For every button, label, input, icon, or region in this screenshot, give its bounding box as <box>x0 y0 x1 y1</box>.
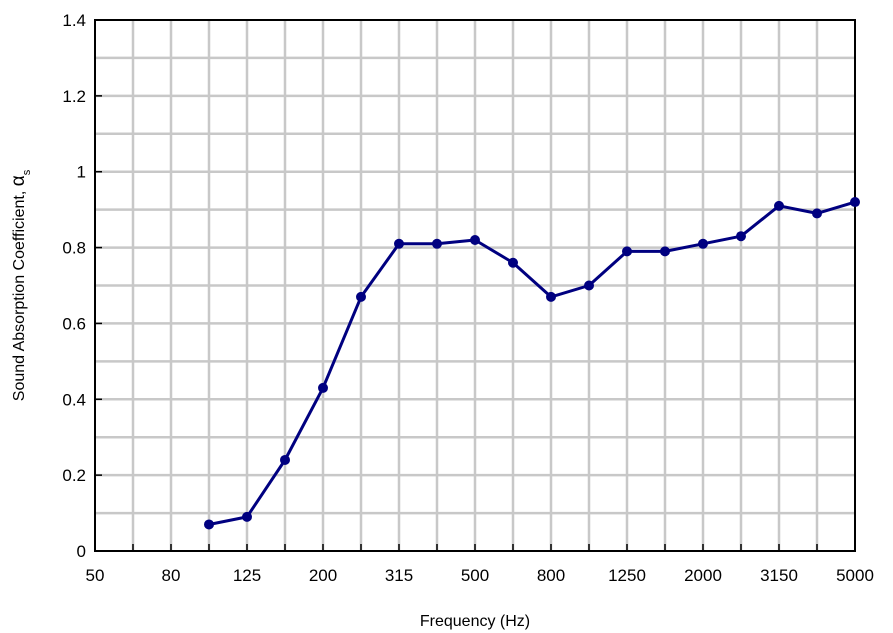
grid <box>95 20 855 551</box>
y-tick-label: 0.2 <box>62 466 86 485</box>
data-point <box>660 246 670 257</box>
data-point <box>850 197 860 208</box>
data-point <box>356 291 366 302</box>
axis-ticks <box>94 19 856 552</box>
data-point <box>546 291 556 302</box>
x-tick-label: 1250 <box>608 566 646 585</box>
y-axis-title-symbol: α <box>8 175 29 186</box>
x-tick-label: 3150 <box>760 566 798 585</box>
y-tick-label: 0.6 <box>62 314 86 333</box>
data-point <box>432 238 442 249</box>
data-point <box>698 238 708 249</box>
data-point <box>774 200 784 211</box>
x-tick-label: 500 <box>461 566 489 585</box>
series-layer <box>204 197 860 530</box>
x-tick-label: 125 <box>233 566 261 585</box>
x-tick-labels: 50 80 125 200 315 500 800 1250 2000 3150 5000 <box>86 566 874 585</box>
data-point <box>736 231 746 242</box>
data-point <box>204 519 214 530</box>
y-tick-label: 0 <box>77 542 86 561</box>
y-tick-label: 1.2 <box>62 87 86 106</box>
y-tick-label: 0.8 <box>62 239 86 258</box>
data-point <box>812 208 822 219</box>
data-point <box>280 454 290 465</box>
x-tick-label: 50 <box>86 566 105 585</box>
y-tick-label: 1 <box>77 163 86 182</box>
x-tick-label: 800 <box>537 566 565 585</box>
x-tick-label: 80 <box>162 566 181 585</box>
y-tick-label: 0.4 <box>62 390 86 409</box>
data-point <box>622 246 632 257</box>
x-tick-label: 5000 <box>836 566 874 585</box>
data-point <box>470 234 480 245</box>
x-tick-label: 200 <box>309 566 337 585</box>
y-axis-title: Sound Absorption Coefficient, αs <box>8 169 33 401</box>
y-axis-title-text: Sound Absorption Coefficient, <box>11 186 28 401</box>
data-point <box>318 382 328 393</box>
data-point <box>508 257 518 268</box>
data-point <box>394 238 404 249</box>
series-line <box>208 200 856 526</box>
x-tick-label: 315 <box>385 566 413 585</box>
x-axis-title: Frequency (Hz) <box>420 613 530 630</box>
x-tick-label: 2000 <box>684 566 722 585</box>
y-axis-title-subscript: s <box>21 169 33 175</box>
y-tick-labels: 0 0.2 0.4 0.6 0.8 1 1.2 1.4 <box>62 11 86 561</box>
data-point <box>242 511 252 522</box>
y-tick-label: 1.4 <box>62 11 86 30</box>
data-point <box>584 280 594 291</box>
